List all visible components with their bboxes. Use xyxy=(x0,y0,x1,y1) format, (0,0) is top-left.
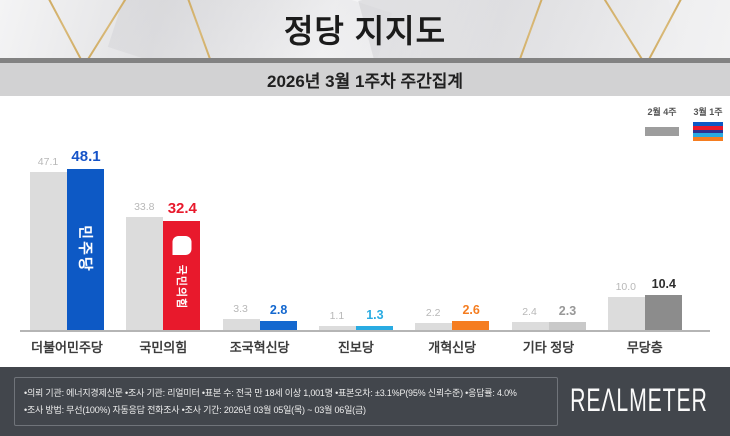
value-label-current: 10.4 xyxy=(651,277,676,292)
category-label: 더불어민주당 xyxy=(31,340,103,355)
value-label-previous: 47.1 xyxy=(37,156,59,169)
bar-current-week xyxy=(548,322,586,330)
party-symbol-icon xyxy=(172,236,192,256)
party-logo-text: 국민의힘 xyxy=(174,264,187,309)
bar-previous-week xyxy=(318,326,356,330)
legend-current-swatch xyxy=(693,122,723,141)
bar-current-week xyxy=(452,321,490,330)
value-label-previous: 2.4 xyxy=(522,305,537,318)
bar-current-week xyxy=(355,325,393,330)
survey-info-line1: •의뢰 기관: 에너지경제신문 •조사 기관: 리얼미터 •표본 수: 전국 만… xyxy=(24,388,517,398)
value-label-previous: 1.1 xyxy=(329,310,345,323)
legend-previous-week: 2월 4주 xyxy=(645,105,679,141)
value-label-current: 2.6 xyxy=(462,303,480,318)
x-axis-baseline xyxy=(20,330,710,332)
bar-current-week xyxy=(644,295,682,330)
banner-divider xyxy=(0,58,730,63)
bar-current-week: 국민의힘 xyxy=(163,221,201,330)
chart-legend: 2월 4주 3월 1주 xyxy=(645,105,723,141)
legend-previous-swatch xyxy=(645,127,679,136)
category-label: 무당층 xyxy=(626,340,663,355)
survey-methodology-box: •의뢰 기관: 에너지경제신문 •조사 기관: 리얼미터 •표본 수: 전국 만… xyxy=(14,377,559,426)
category-label: 조국혁신당 xyxy=(229,340,290,355)
legend-previous-label: 2월 4주 xyxy=(647,107,677,117)
subtitle-bar: 2026년 3월 1주차 주간집계 xyxy=(0,63,730,96)
value-label-current: 48.1 xyxy=(71,147,101,165)
legend-stripe xyxy=(693,125,723,130)
legend-stripe xyxy=(693,122,723,126)
bar-previous-week xyxy=(415,322,453,330)
bar-previous-week xyxy=(30,172,67,330)
legend-current-label: 3월 1주 xyxy=(693,107,723,117)
legend-stripe xyxy=(693,137,723,141)
category-label: 진보당 xyxy=(337,340,374,355)
legend-stripe xyxy=(693,129,723,134)
bar-previous-week xyxy=(126,216,164,330)
survey-info-footer: •의뢰 기관: 에너지경제신문 •조사 기관: 리얼미터 •표본 수: 전국 만… xyxy=(0,367,730,436)
value-label-previous: 3.3 xyxy=(233,302,248,315)
value-label-previous: 2.2 xyxy=(425,306,441,319)
legend-stripe xyxy=(693,133,723,138)
value-label-current: 1.3 xyxy=(366,307,384,322)
bar-previous-week xyxy=(511,321,549,330)
value-label-previous: 33.8 xyxy=(134,200,155,213)
value-label-previous: 10.0 xyxy=(615,280,637,293)
chart-subtitle: 2026년 3월 1주차 주간집계 xyxy=(266,72,464,91)
value-label-current: 2.8 xyxy=(269,302,288,317)
category-label: 국민의힘 xyxy=(139,340,188,355)
realmeter-logo: REΛLMETER xyxy=(570,382,708,420)
bar-chart: 2월 4주 3월 1주 민주당 47.1 48.1 더불어민주당 국민의힘 33.8 32.… xyxy=(0,96,730,367)
survey-info-line2: •조사 방법: 무선(100%) 자동응답 전화조사 •조사 기간: 2026년… xyxy=(24,404,366,415)
party-logo-text: 민주당 xyxy=(76,225,93,274)
page-title: 정당 지지도 xyxy=(283,13,447,49)
title-banner: 정당 지지도 xyxy=(0,0,730,58)
category-label: 개혁신당 xyxy=(428,340,477,355)
bar-previous-week xyxy=(607,296,645,330)
legend-current-week: 3월 1주 xyxy=(693,105,723,141)
bar-current-week: 민주당 xyxy=(67,168,104,330)
category-label: 기타 정당 xyxy=(522,340,575,355)
bar-previous-week xyxy=(222,318,260,330)
value-label-current: 32.4 xyxy=(167,200,197,218)
bar-current-week xyxy=(259,320,297,330)
value-label-current: 2.3 xyxy=(558,304,577,319)
